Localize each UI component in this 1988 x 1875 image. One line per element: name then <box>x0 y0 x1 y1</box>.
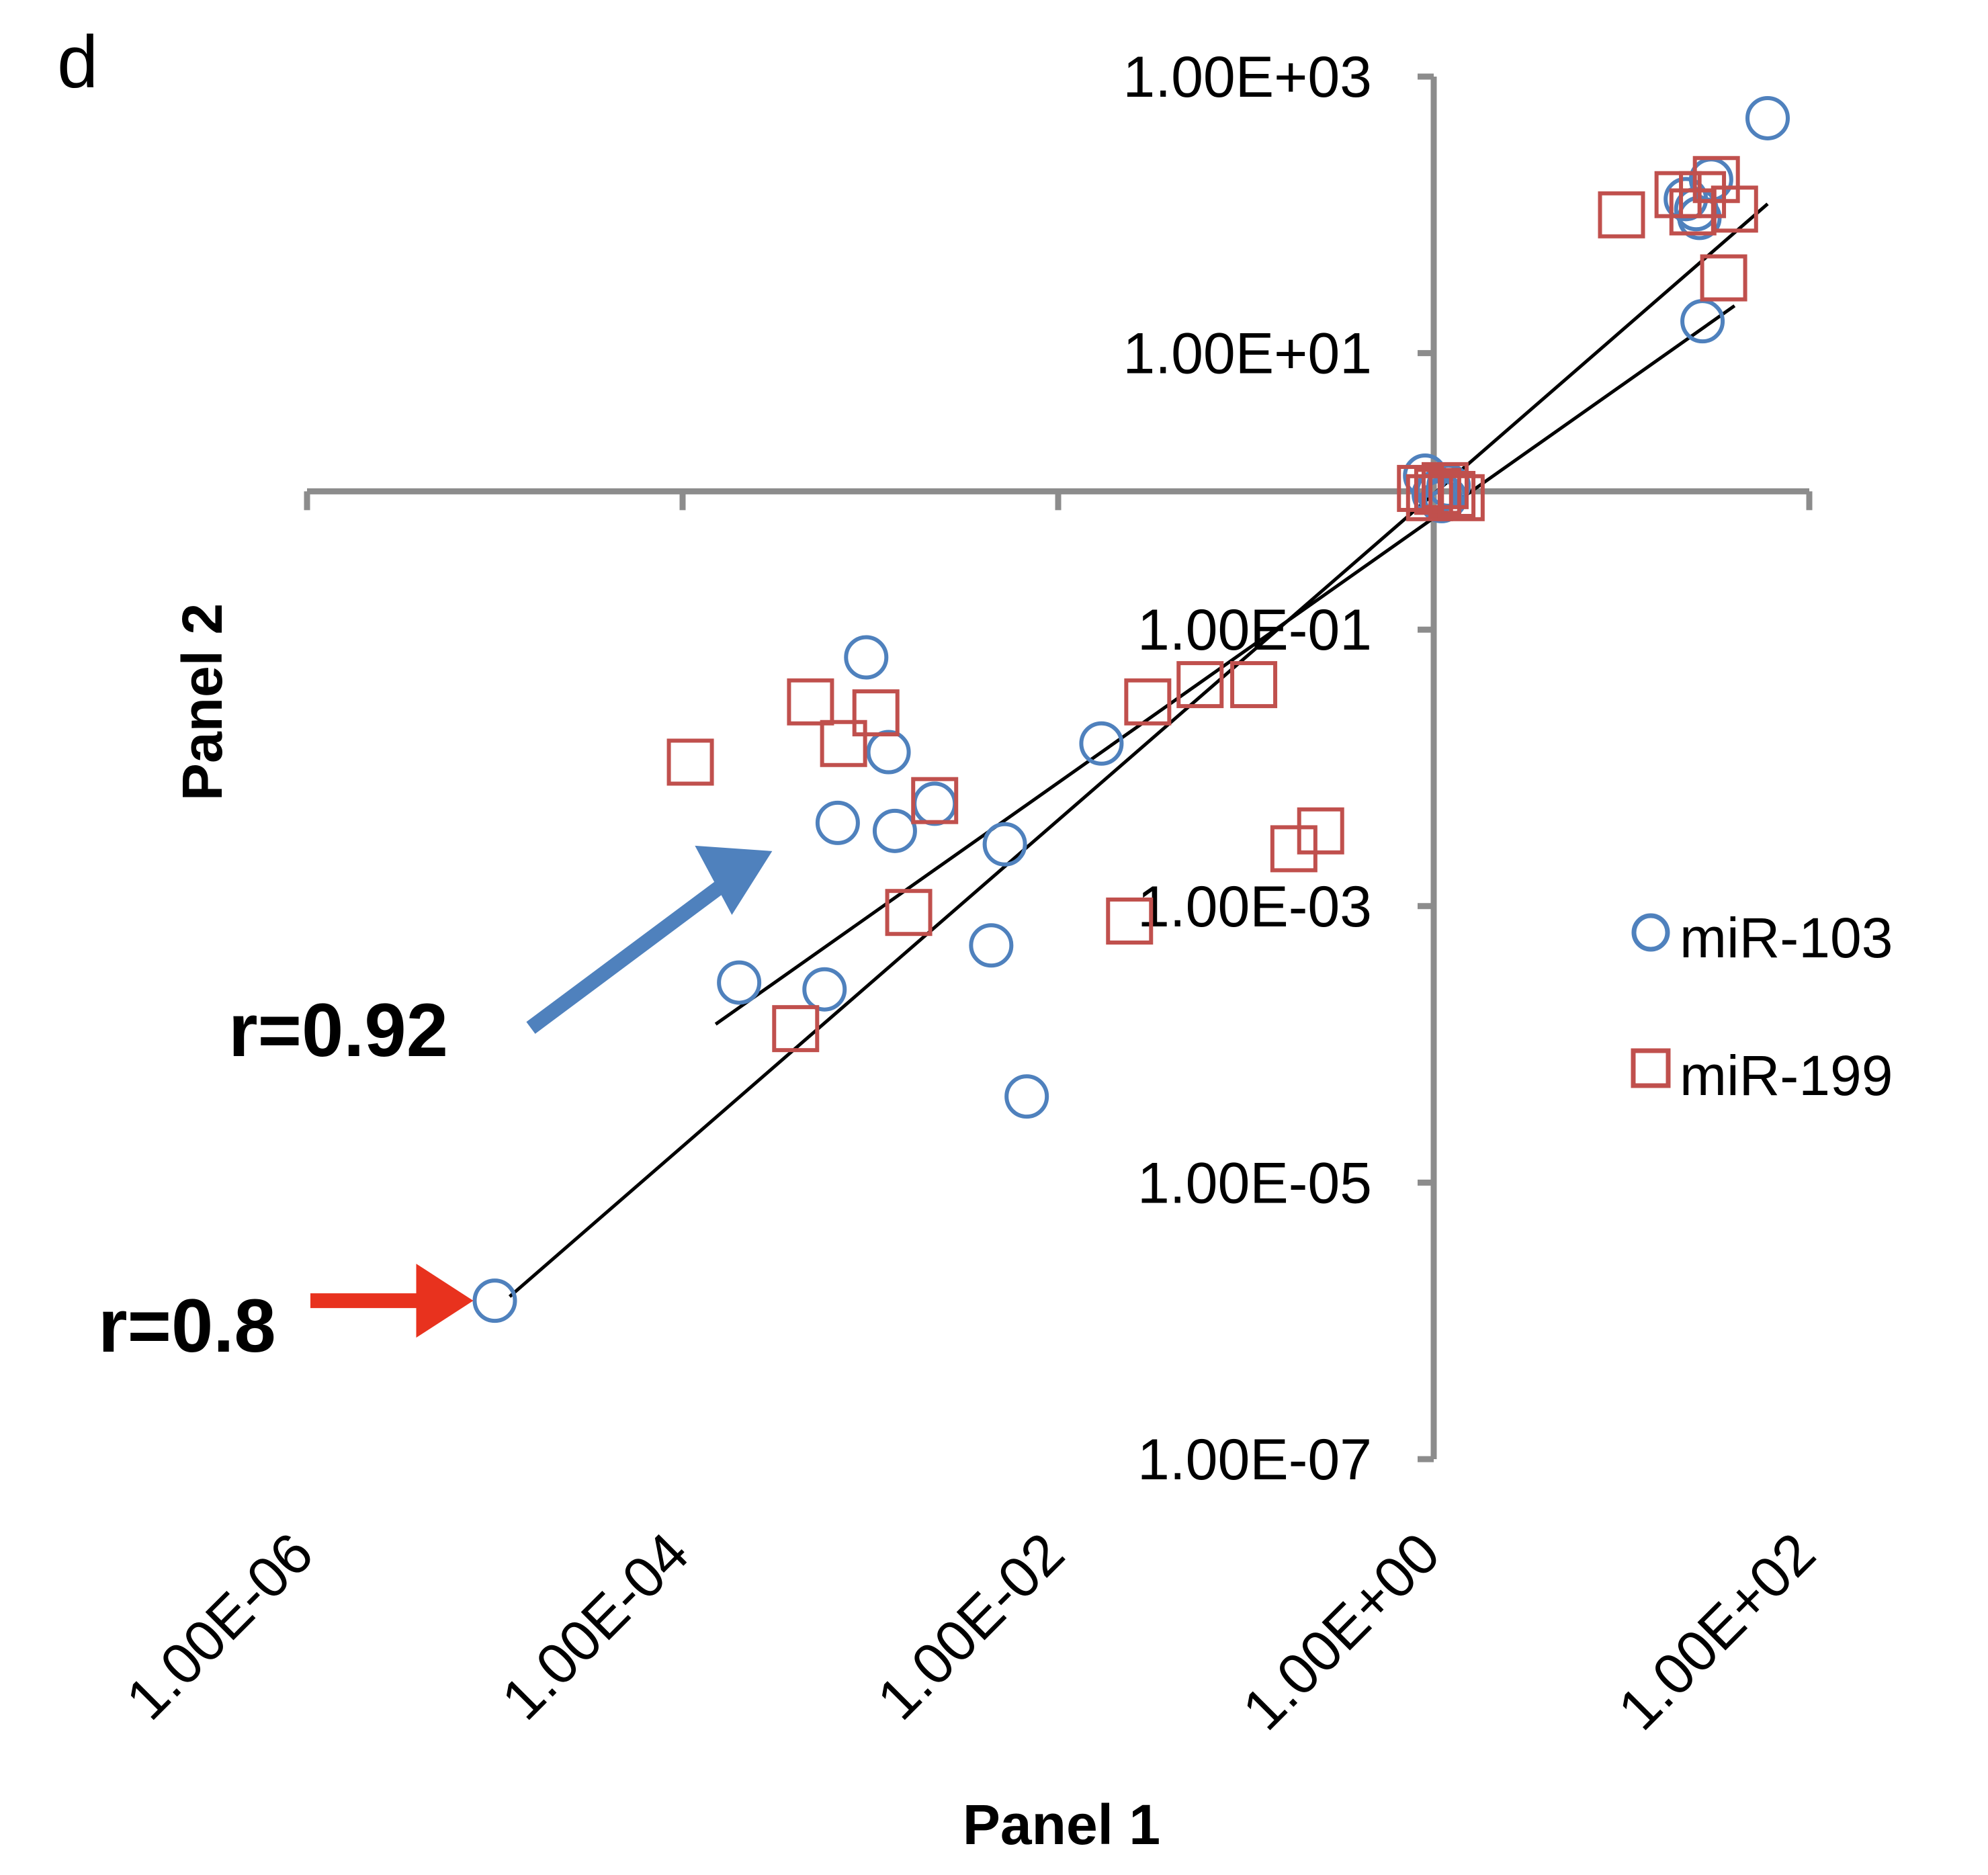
legend-label-mir-103: miR-103 <box>1680 906 1893 969</box>
annotation-r-08: r=0.8 <box>98 1284 276 1368</box>
x-tick-label: 1.00E-02 <box>865 1521 1077 1733</box>
data-point-mir-103 <box>818 803 858 843</box>
data-point-mir-103 <box>985 824 1025 865</box>
data-point-mir-199 <box>774 1007 817 1050</box>
data-point-mir-103 <box>1006 1076 1047 1117</box>
y-tick-label: 1.00E-05 <box>1137 1151 1372 1215</box>
x-axis-title: Panel 1 <box>963 1793 1160 1856</box>
annotation-arrow-blue <box>531 878 732 1028</box>
panel-letter: d <box>57 21 98 103</box>
y-tick-label: 1.00E-03 <box>1137 875 1372 939</box>
x-tick-label: 1.00E-04 <box>490 1521 701 1733</box>
data-point-mir-103 <box>1682 301 1723 341</box>
data-point-mir-199 <box>789 681 832 724</box>
y-tick-label: 1.00E+03 <box>1123 45 1372 110</box>
x-tick-label: 1.00E-06 <box>114 1521 326 1733</box>
data-point-mir-103 <box>719 963 759 1003</box>
y-tick-label: 1.00E+01 <box>1123 322 1372 386</box>
annotations: r=0.92 r=0.8 <box>98 846 772 1368</box>
y-axis: 1.00E-07 1.00E-05 1.00E-03 1.00E-01 1.00E+01… <box>1123 45 1434 1492</box>
data-point-mir-103 <box>1747 98 1788 138</box>
data-point-mir-103 <box>846 637 886 677</box>
data-point-mir-103 <box>475 1280 515 1321</box>
legend-marker-mir-199 <box>1633 1051 1668 1086</box>
data-point-mir-199 <box>1126 681 1169 724</box>
data-point-mir-199 <box>1299 810 1342 853</box>
y-tick-label: 1.00E-07 <box>1137 1428 1372 1492</box>
data-point-mir-103 <box>869 732 909 773</box>
y-axis-title: Panel 2 <box>171 603 234 801</box>
data-point-mir-199 <box>1702 257 1745 300</box>
data-point-mir-199 <box>822 722 865 765</box>
legend-label-mir-199: miR-199 <box>1680 1044 1893 1107</box>
y-tick-label: 1.00E-01 <box>1137 598 1372 662</box>
x-axis: 1.00E-06 1.00E-04 1.00E-02 1.00E+00 1.00E+02 <box>114 491 1828 1742</box>
x-tick-label: 1.00E+02 <box>1606 1521 1827 1743</box>
x-tick-label: 1.00E+00 <box>1230 1521 1452 1743</box>
data-point-mir-199 <box>1272 827 1315 870</box>
legend: miR-103 miR-199 <box>1633 906 1893 1107</box>
annotation-r-092: r=0.92 <box>228 988 448 1072</box>
data-point-mir-199 <box>669 740 712 783</box>
data-point-mir-199 <box>1600 193 1643 236</box>
annotation-arrowhead-red <box>417 1264 474 1338</box>
data-point-mir-103 <box>971 925 1011 965</box>
data-point-mir-199 <box>1232 663 1275 706</box>
legend-marker-mir-103 <box>1634 916 1668 949</box>
data-point-mir-103 <box>804 969 845 1010</box>
data-point-mir-103 <box>875 811 915 851</box>
data-points <box>475 98 1788 1321</box>
data-point-mir-199 <box>855 691 898 734</box>
data-point-mir-103 <box>914 783 955 824</box>
